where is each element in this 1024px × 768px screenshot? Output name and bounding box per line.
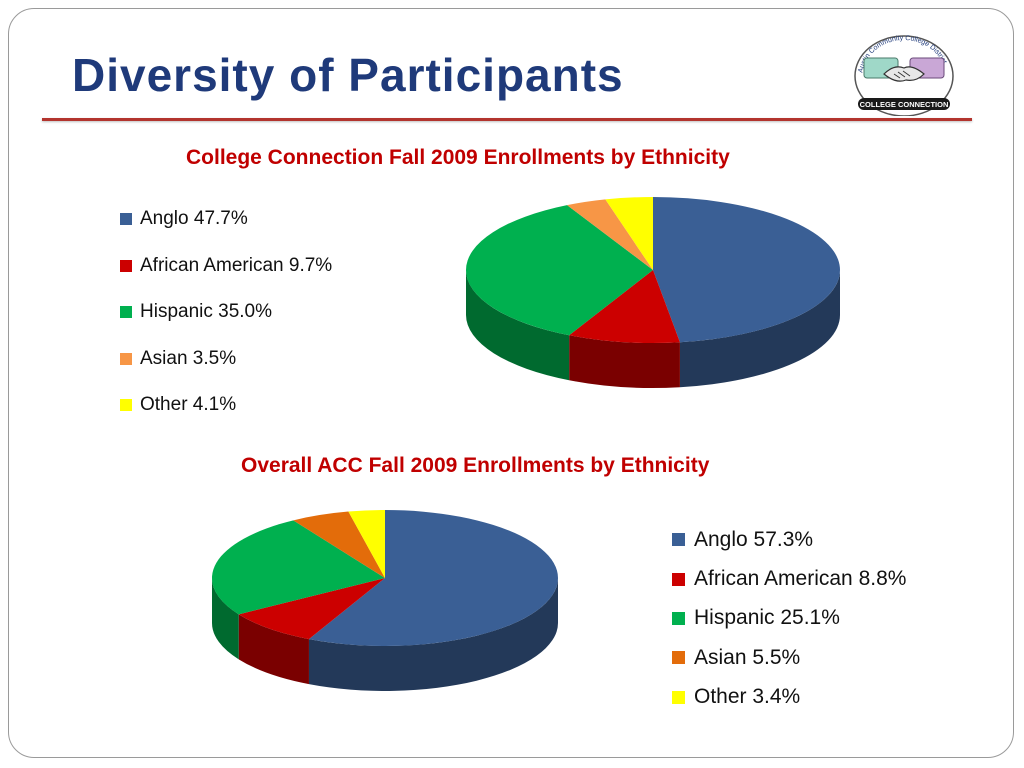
logo-banner-text: COLLEGE CONNECTION [860, 100, 949, 109]
chart2-slice-african-american [238, 578, 385, 640]
chart2-legend: Anglo 57.3% African American 8.8% Hispanic… [672, 520, 906, 717]
chart1-legend: Anglo 47.7% African American 9.7% Hispanic… [120, 196, 332, 429]
chart1-slice-asian [567, 199, 653, 270]
chart1-legend-label: Asian 3.5% [140, 347, 237, 369]
chart1-slice-side-hispanic [466, 270, 570, 381]
chart1-legend-item: Other 4.1% [120, 382, 332, 429]
chart2-legend-item: Hispanic 25.1% [672, 599, 906, 638]
chart1-legend-item: African American 9.7% [120, 243, 332, 290]
chart2-slice-side-anglo [308, 578, 558, 691]
chart2-legend-label: Asian 5.5% [694, 645, 801, 669]
chart1-legend-swatch [120, 399, 132, 412]
slide-title: Diversity of Participants [72, 49, 624, 101]
chart2-legend-label: Anglo 57.3% [694, 527, 814, 551]
chart1-legend-swatch [120, 352, 132, 365]
chart1-slice-african-american [569, 270, 680, 343]
chart2-slice-side-hispanic [212, 578, 239, 660]
chart2-legend-label: Other 3.4% [694, 685, 801, 709]
chart2-legend-item: Asian 5.5% [672, 638, 906, 677]
chart1-slice-anglo [653, 197, 840, 343]
chart1-legend-swatch [120, 259, 132, 272]
chart2-legend-label: African American 8.8% [694, 567, 907, 591]
chart1-slice-other [605, 197, 653, 270]
chart2-legend-swatch [672, 533, 685, 547]
chart2-slice-other [348, 510, 385, 578]
chart1-legend-label: Anglo 47.7% [140, 208, 248, 230]
chart1-slice-hispanic [466, 205, 653, 336]
chart1-legend-swatch [120, 213, 132, 226]
chart1-legend-item: Anglo 47.7% [120, 196, 332, 243]
chart2-slice-side-african-american [238, 614, 309, 685]
chart2-slice-hispanic [212, 520, 385, 615]
chart1-legend-item: Hispanic 35.0% [120, 289, 332, 336]
college-connection-logo: Austin Community College District COLLEG… [854, 35, 954, 116]
chart2-legend-item: Other 3.4% [672, 678, 906, 717]
chart2-legend-item: African American 8.8% [672, 559, 906, 598]
chart2-legend-swatch [672, 690, 685, 704]
chart2-legend-item: Anglo 57.3% [672, 520, 906, 559]
chart2-slice-anglo [308, 510, 559, 646]
chart1-slice-side-african-american [569, 335, 680, 388]
chart1-legend-label: Other 4.1% [140, 394, 237, 416]
chart2-title: Overall ACC Fall 2009 Enrollments by Eth… [241, 454, 710, 477]
chart1-legend-swatch [120, 306, 132, 319]
chart2-legend-label: Hispanic 25.1% [694, 606, 840, 630]
handshake-icon [863, 57, 945, 82]
chart1-title: College Connection Fall 2009 Enrollments… [186, 146, 730, 169]
chart2-legend-swatch [672, 651, 685, 665]
chart1-slice-side-anglo [679, 270, 840, 388]
chart1-legend-label: Hispanic 35.0% [140, 301, 273, 323]
title-divider [42, 118, 972, 121]
chart1-legend-item: Asian 3.5% [120, 336, 332, 383]
chart2-legend-swatch [672, 611, 685, 625]
chart2-legend-swatch [672, 572, 685, 586]
chart2-slice-asian [293, 511, 385, 578]
chart1-legend-label: African American 9.7% [140, 254, 333, 276]
